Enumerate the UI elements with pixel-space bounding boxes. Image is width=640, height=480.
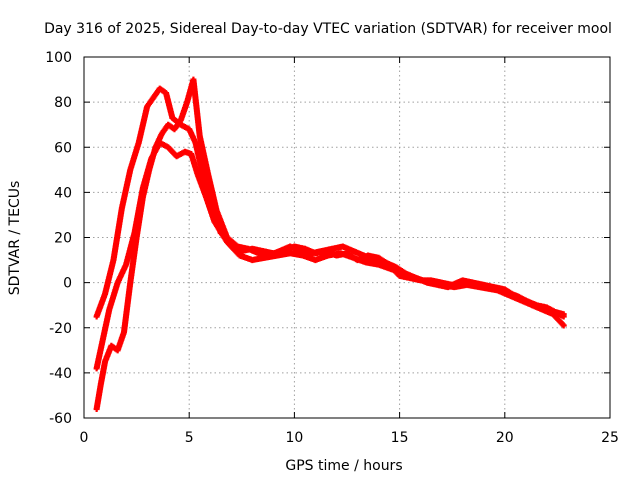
y-tick-label: 100 [45,50,72,66]
y-tick-label: 0 [63,276,72,292]
y-tick-label: -60 [49,411,72,427]
y-tick-label: 80 [54,95,72,111]
y-tick-label: 40 [54,185,72,201]
x-tick-label: 10 [285,430,303,446]
data-point [560,322,567,329]
x-tick-label: 15 [391,430,409,446]
chart-title: Day 316 of 2025, Sidereal Day-to-day VTE… [44,21,612,37]
y-axis-label: SDTVAR / TECUs [7,181,23,296]
y-tick-label: 60 [54,140,72,156]
y-tick-label: -20 [49,321,72,337]
gridlines [84,57,610,418]
series-trace-1 [93,85,567,320]
x-tick-label: 25 [601,430,619,446]
x-tick-label: 20 [496,430,514,446]
x-tick-label: 0 [80,430,89,446]
data-points [93,76,567,412]
plot-frame [83,56,611,419]
data-point [560,313,567,320]
series-trace-2 [93,139,567,372]
x-axis-label: GPS time / hours [285,458,402,474]
y-tick-label: 20 [54,231,72,247]
y-tick-label: -40 [49,366,72,382]
x-tick-label: 5 [185,430,194,446]
axis-ticks: 0 5 10 15 20 25 -60 -40 -20 0 20 40 60 80 100 [45,50,619,446]
series-trace-3 [93,76,567,412]
